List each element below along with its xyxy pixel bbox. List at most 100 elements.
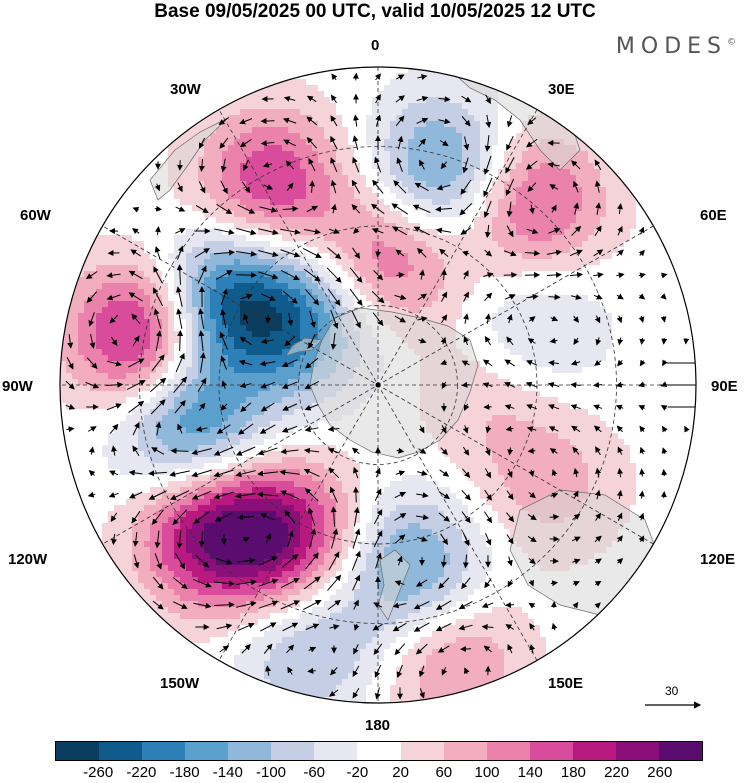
anomaly-cell: [174, 181, 181, 188]
anomaly-cell: [450, 277, 457, 284]
anomaly-cell: [84, 319, 91, 326]
anomaly-cell: [504, 109, 511, 116]
anomaly-cell: [666, 283, 673, 290]
anomaly-cell: [432, 295, 439, 302]
anomaly-cell: [324, 325, 331, 332]
anomaly-cell: [258, 295, 265, 302]
anomaly-cell: [426, 157, 433, 164]
anomaly-cell: [288, 91, 295, 98]
anomaly-cell: [72, 313, 79, 320]
anomaly-cell: [270, 133, 277, 140]
anomaly-cell: [186, 403, 193, 410]
anomaly-cell: [564, 337, 571, 344]
anomaly-cell: [516, 175, 523, 182]
anomaly-cell: [648, 325, 655, 332]
anomaly-cell: [66, 289, 73, 296]
anomaly-cell: [558, 403, 565, 410]
anomaly-cell: [648, 313, 655, 320]
anomaly-cell: [312, 307, 319, 314]
anomaly-cell: [684, 385, 691, 392]
anomaly-cell: [234, 343, 241, 350]
anomaly-cell: [138, 343, 145, 350]
anomaly-cell: [60, 367, 67, 374]
anomaly-cell: [612, 367, 619, 374]
anomaly-cell: [558, 223, 565, 230]
anomaly-cell: [84, 349, 91, 356]
anomaly-cell: [642, 247, 649, 254]
anomaly-cell: [426, 175, 433, 182]
anomaly-cell: [126, 187, 133, 194]
anomaly-cell: [162, 385, 169, 392]
anomaly-cell: [276, 181, 283, 188]
anomaly-cell: [588, 295, 595, 302]
anomaly-cell: [168, 361, 175, 368]
anomaly-cell: [144, 319, 151, 326]
anomaly-cell: [606, 169, 613, 176]
anomaly-cell: [228, 181, 235, 188]
anomaly-cell: [126, 295, 133, 302]
anomaly-cell: [102, 235, 109, 242]
anomaly-cell: [360, 169, 367, 176]
anomaly-cell: [354, 175, 361, 182]
anomaly-cell: [258, 193, 265, 200]
anomaly-cell: [258, 373, 265, 380]
anomaly-cell: [144, 349, 151, 356]
anomaly-cell: [498, 289, 505, 296]
anomaly-cell: [444, 235, 451, 242]
anomaly-cell: [336, 163, 343, 170]
anomaly-cell: [486, 283, 493, 290]
anomaly-cell: [162, 295, 169, 302]
anomaly-cell: [360, 151, 367, 158]
anomaly-cell: [516, 373, 523, 380]
anomaly-cell: [180, 199, 187, 206]
anomaly-cell: [300, 103, 307, 110]
anomaly-cell: [216, 271, 223, 278]
anomaly-cell: [522, 301, 529, 308]
anomaly-cell: [234, 175, 241, 182]
anomaly-cell: [672, 325, 679, 332]
anomaly-cell: [312, 103, 319, 110]
anomaly-cell: [84, 343, 91, 350]
anomaly-cell: [630, 217, 637, 224]
anomaly-cell: [570, 289, 577, 296]
anomaly-cell: [138, 211, 145, 218]
anomaly-cell: [216, 349, 223, 356]
anomaly-cell: [390, 115, 397, 122]
anomaly-cell: [552, 211, 559, 218]
anomaly-cell: [216, 199, 223, 206]
anomaly-cell: [144, 367, 151, 374]
anomaly-cell: [258, 157, 265, 164]
anomaly-cell: [174, 217, 181, 224]
anomaly-cell: [420, 259, 427, 266]
anomaly-cell: [306, 241, 313, 248]
anomaly-cell: [516, 217, 523, 224]
anomaly-cell: [162, 283, 169, 290]
anomaly-cell: [588, 343, 595, 350]
anomaly-cell: [366, 193, 373, 200]
anomaly-cell: [408, 229, 415, 236]
anomaly-cell: [294, 85, 301, 92]
anomaly-cell: [480, 259, 487, 266]
anomaly-cell: [270, 265, 277, 272]
anomaly-cell: [234, 145, 241, 152]
anomaly-cell: [186, 205, 193, 212]
anomaly-cell: [198, 343, 205, 350]
anomaly-cell: [630, 361, 637, 368]
anomaly-cell: [648, 241, 655, 248]
anomaly-cell: [492, 193, 499, 200]
anomaly-cell: [396, 307, 403, 314]
anomaly-cell: [474, 385, 481, 392]
anomaly-cell: [516, 355, 523, 362]
anomaly-cell: [594, 391, 601, 398]
anomaly-cell: [636, 205, 643, 212]
anomaly-cell: [174, 259, 181, 266]
anomaly-cell: [390, 109, 397, 116]
anomaly-cell: [132, 355, 139, 362]
anomaly-cell: [234, 223, 241, 230]
anomaly-cell: [480, 181, 487, 188]
anomaly-cell: [246, 199, 253, 206]
anomaly-cell: [114, 343, 121, 350]
anomaly-cell: [522, 355, 529, 362]
anomaly-cell: [450, 109, 457, 116]
anomaly-cell: [108, 409, 115, 416]
